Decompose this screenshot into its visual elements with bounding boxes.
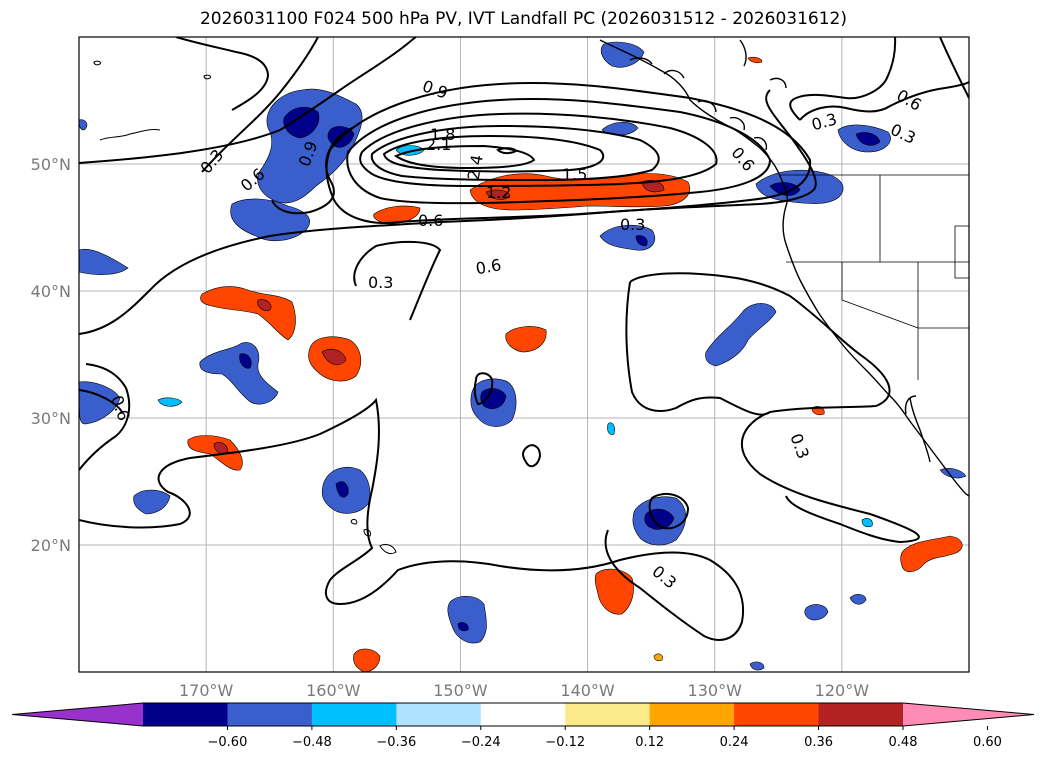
colorbar: −0.60 −0.48 −0.36 −0.24 −0.12 0.12 0.24 0.36 0.4… [11, 702, 1035, 750]
longitude-label: 130°W [688, 681, 743, 700]
colorbar-extend-high [903, 703, 1034, 726]
political-borders [780, 174, 969, 380]
islands [93, 60, 397, 555]
latitude-label: 20°N [31, 536, 71, 555]
latitude-label: 30°N [31, 409, 71, 428]
colorbar-segment [227, 703, 313, 726]
longitude-labels: 170°W 160°W 150°W 140°W 130°W 120°W [179, 681, 869, 700]
negative-pv-shading [79, 41, 967, 671]
contour-label: 1.2 [486, 183, 511, 202]
colorbar-tick-label: −0.60 [208, 735, 248, 750]
pc-contours [79, 37, 969, 641]
contour-label: 1.5 [562, 165, 587, 184]
latitude-labels: 20°N 30°N 40°N 50°N [31, 155, 71, 555]
colorbar-segment [649, 703, 735, 726]
colorbar-outline [11, 702, 1035, 727]
longitude-label: 120°W [815, 681, 870, 700]
colorbar-segment [565, 703, 651, 726]
colorbar-segment [818, 703, 904, 726]
colorbar-tick-label: 0.24 [720, 735, 749, 750]
colorbar-segment [143, 703, 228, 726]
contour-label: 0.6 [418, 211, 443, 230]
colorbar-tick-label: −0.48 [292, 735, 332, 750]
contour-label: 0.3 [368, 273, 393, 292]
plot-frame [78, 36, 970, 673]
contour-label: 0.3 [620, 215, 645, 234]
longitude-label: 170°W [179, 681, 234, 700]
colorbar-tick-label: −0.12 [545, 735, 585, 750]
colorbar-segment [311, 703, 397, 726]
colorbar-segment [734, 703, 820, 726]
colorbar-tick-label: −0.24 [461, 735, 501, 750]
colorbar-extend-low [12, 703, 143, 726]
colorbar-tick-label: 0.36 [804, 735, 833, 750]
colorbar-tick-label: 0.60 [973, 735, 1002, 750]
coastline [599, 39, 969, 497]
longitude-label: 140°W [560, 681, 615, 700]
contour-label: 2.4 [464, 153, 487, 181]
longitude-label: 150°W [433, 681, 488, 700]
map-title: 2026031100 F024 500 hPa PV, IVT Landfall… [199, 9, 847, 29]
colorbar-segment [396, 703, 482, 726]
colorbar-segment [480, 703, 566, 726]
colorbar-tick-label: −0.36 [376, 735, 416, 750]
latitude-label: 50°N [31, 155, 71, 174]
colorbar-tick-label: 0.48 [889, 735, 918, 750]
contour-label: 2.1 [426, 135, 451, 154]
longitude-label: 160°W [306, 681, 361, 700]
colorbar-tick-label: 0.12 [635, 735, 664, 750]
contour-label: 1.8 [430, 125, 455, 144]
latitude-label: 40°N [31, 282, 71, 301]
contour-label: 0.6 [474, 255, 502, 278]
